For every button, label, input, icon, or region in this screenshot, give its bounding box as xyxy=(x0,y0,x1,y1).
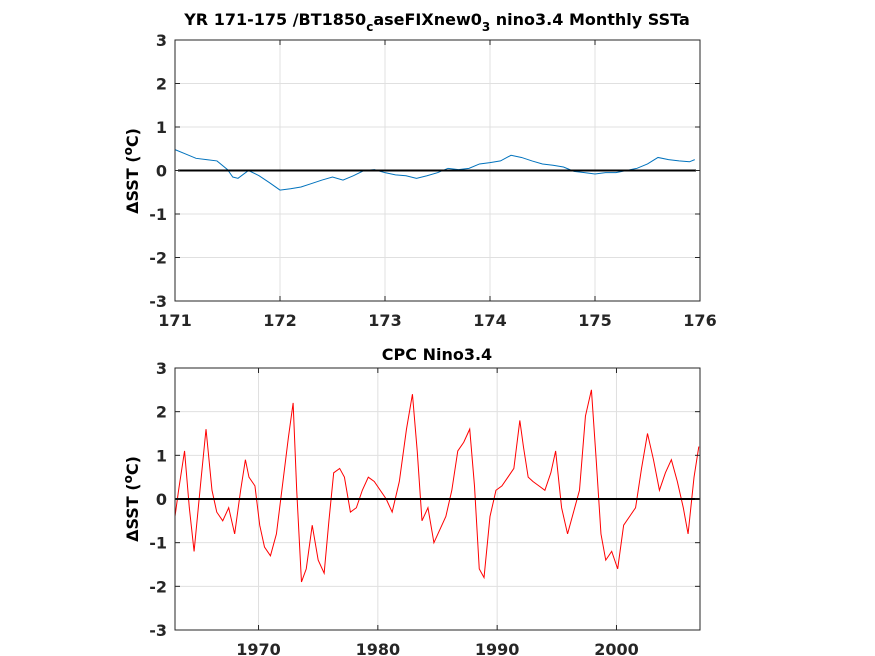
y-tick-label: 0 xyxy=(156,490,167,509)
x-tick-label: 1990 xyxy=(475,640,520,656)
y-tick-label: 0 xyxy=(156,162,167,181)
bottom-series-line xyxy=(174,389,700,583)
y-tick-label: -3 xyxy=(149,292,167,311)
x-tick-label: 172 xyxy=(263,311,296,330)
y-tick-label: 3 xyxy=(156,31,167,50)
x-tick-label: 1970 xyxy=(236,640,281,656)
x-tick-label: 2000 xyxy=(594,640,639,656)
y-tick-label: 3 xyxy=(156,359,167,378)
x-tick-label: 174 xyxy=(473,311,506,330)
bottom-title: CPC Nino3.4 xyxy=(382,345,492,364)
bottom-ticks: 1970 1980 1990 2000 -3 -2 -1 0 1 2 3 xyxy=(149,359,700,656)
bottom-axes: 1970 1980 1990 2000 -3 -2 -1 0 1 2 3 xyxy=(149,359,701,656)
y-tick-label: 1 xyxy=(156,446,167,465)
top-title: YR 171-175 /BT1850caseFIXnew03 nino3.4 M… xyxy=(183,10,690,34)
y-tick-label: 2 xyxy=(156,75,167,94)
top-axes: 171 172 173 174 175 176 -3 -2 -1 0 1 2 3 xyxy=(149,31,716,330)
top-ylabel: ΔSST (oC) xyxy=(121,128,142,214)
x-tick-label: 171 xyxy=(158,311,191,330)
x-tick-label: 175 xyxy=(578,311,611,330)
top-series-line xyxy=(174,149,695,191)
y-tick-label: 1 xyxy=(156,118,167,137)
bottom-ylabel: ΔSST (oC) xyxy=(121,456,142,542)
y-tick-label: -3 xyxy=(149,621,167,640)
y-tick-label: -1 xyxy=(149,205,167,224)
x-tick-label: 173 xyxy=(368,311,401,330)
y-tick-label: -1 xyxy=(149,534,167,553)
x-tick-label: 176 xyxy=(683,311,716,330)
y-tick-label: 2 xyxy=(156,403,167,422)
x-tick-label: 1980 xyxy=(356,640,401,656)
top-ticks: 171 172 173 174 175 176 -3 -2 -1 0 1 2 3 xyxy=(149,31,716,330)
y-tick-label: -2 xyxy=(149,249,167,268)
y-tick-label: -2 xyxy=(149,577,167,596)
